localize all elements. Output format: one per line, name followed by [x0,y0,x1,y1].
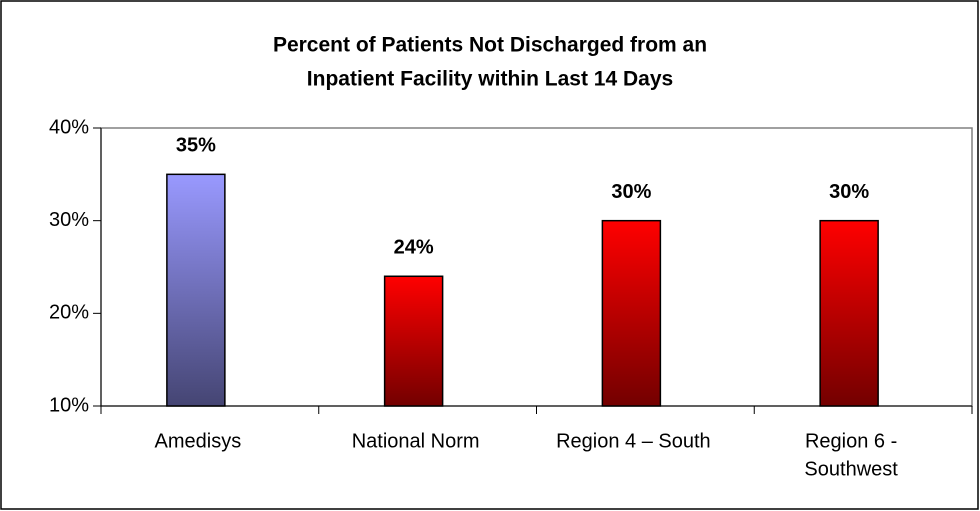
x-tick-label: Amedisys [155,430,242,452]
bar-shade [819,219,879,407]
x-tick-label: National Norm [352,430,480,452]
value-label: 30% [611,181,651,203]
y-tick-label: 30% [49,209,89,231]
bar-shade [383,275,444,407]
chart-title: Percent of Patients Not Discharged from … [273,34,707,57]
bar-shade [166,173,226,407]
x-tick-label: Region 6 - [805,430,897,452]
x-tick-label: Region 4 – South [556,430,711,452]
chart-title: Inpatient Facility within Last 14 Days [307,68,673,91]
value-label: 35% [176,135,216,157]
x-tick-label: Southwest [804,458,898,480]
y-tick-label: 10% [49,394,89,416]
value-label: 24% [394,237,434,259]
y-tick-label: 20% [49,302,89,324]
y-tick-label: 40% [49,116,89,138]
bar-shade [601,219,662,407]
value-label: 30% [829,181,869,203]
